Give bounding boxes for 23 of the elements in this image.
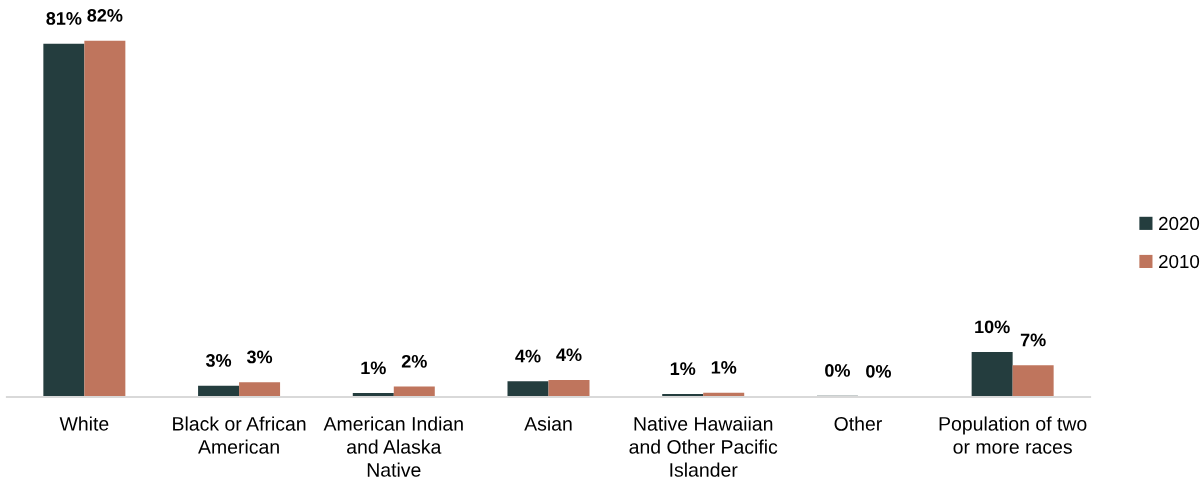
data-label: 81% [46,12,82,25]
x-tick-label: White [59,416,109,431]
data-label: 1% [670,362,696,376]
x-tick-label: Asian [524,416,572,431]
data-label: 2% [401,354,427,368]
data-label: 1% [361,361,386,375]
data-label: 1% [711,361,737,374]
x-tick-label: American Indian and Alaska Native [323,416,463,477]
data-label: 82% [87,9,123,22]
data-label: 4% [515,349,541,363]
data-label: 0% [866,364,891,378]
data-label: 7% [1020,333,1046,347]
data-label: 3% [246,350,273,364]
x-tick-label: Population of two or more races [939,416,1087,454]
legend-label: 2010 [1159,254,1200,269]
x-tick-label: Black or African American [173,416,306,454]
x-tick-label: Native Hawaiian and Other Pacific Islander [629,416,778,477]
data-label: 4% [556,348,582,362]
data-label: 10% [975,320,1010,334]
x-tick-label: Other [834,416,882,431]
data-label: 3% [205,354,232,367]
data-label: 0% [825,364,850,377]
legend-label: 2020 [1159,216,1200,231]
